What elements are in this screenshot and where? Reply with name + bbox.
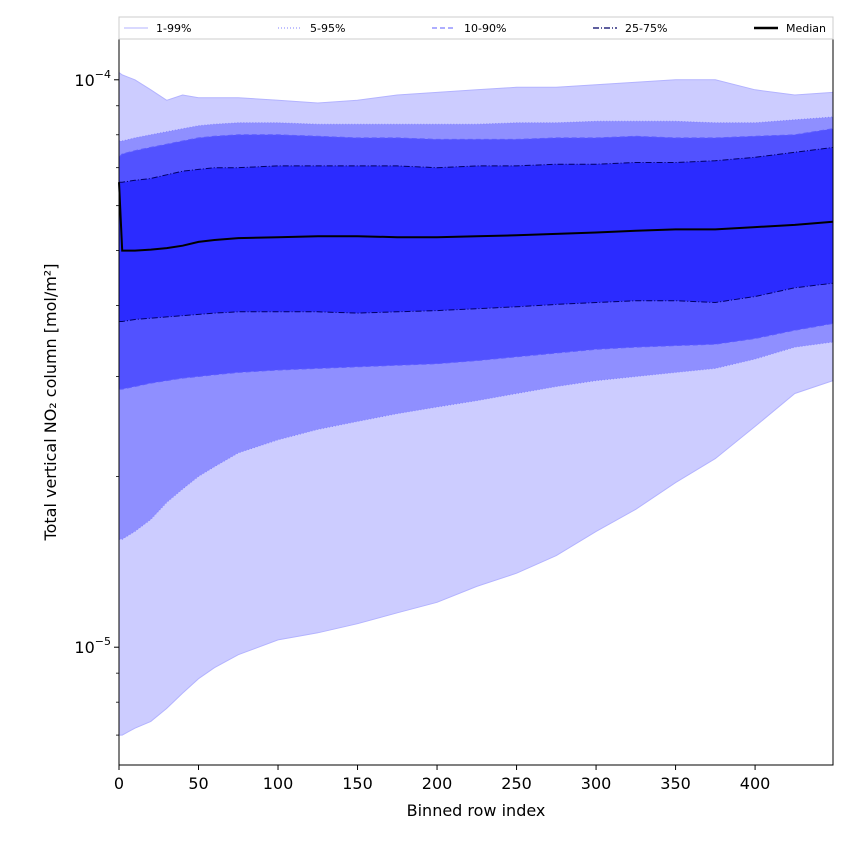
- line-25-75%-upper: [119, 146, 834, 183]
- y-axis-label: Total vertical NO₂ column [mol/m²]: [41, 264, 60, 542]
- line-5-95%-upper: [119, 116, 834, 142]
- y-tick-label: 10−5: [74, 635, 111, 657]
- line-10-90%-lower: [119, 323, 834, 390]
- x-tick-label: 250: [501, 774, 532, 793]
- legend-label: 10-90%: [464, 22, 506, 35]
- legend-label: 5-95%: [310, 22, 345, 35]
- band-25-75%: [119, 147, 833, 322]
- x-tick-label: 50: [188, 774, 208, 793]
- x-axis-label: Binned row index: [407, 801, 546, 820]
- x-tick-label: 100: [263, 774, 294, 793]
- percentile-bands: [119, 72, 833, 736]
- line-5-95%-lower: [119, 341, 834, 540]
- line-1-99%-lower: [119, 380, 834, 736]
- x-tick-label: 0: [114, 774, 124, 793]
- legend-label: 25-75%: [625, 22, 667, 35]
- x-axis: 0 50 100 150 200 250 300 350 400: [114, 765, 770, 793]
- x-tick-label: 300: [581, 774, 612, 793]
- line-25-75%-lower: [119, 282, 834, 322]
- legend-label: 1-99%: [156, 22, 191, 35]
- legend-label: Median: [786, 22, 826, 35]
- legend: 1-99% 5-95% 10-90% 25-75% Median: [118, 16, 834, 40]
- median-line: [118, 182, 834, 252]
- legend-box: [118, 16, 834, 40]
- x-tick-label: 200: [422, 774, 453, 793]
- x-tick-label: 400: [740, 774, 771, 793]
- y-axis: 10−5 10−4: [74, 68, 119, 736]
- x-tick-label: 150: [342, 774, 373, 793]
- line-1-99%-upper: [118, 72, 834, 104]
- percentile-lines: [118, 72, 834, 736]
- y-tick-label: 10−4: [74, 68, 111, 90]
- x-tick-label: 350: [660, 774, 691, 793]
